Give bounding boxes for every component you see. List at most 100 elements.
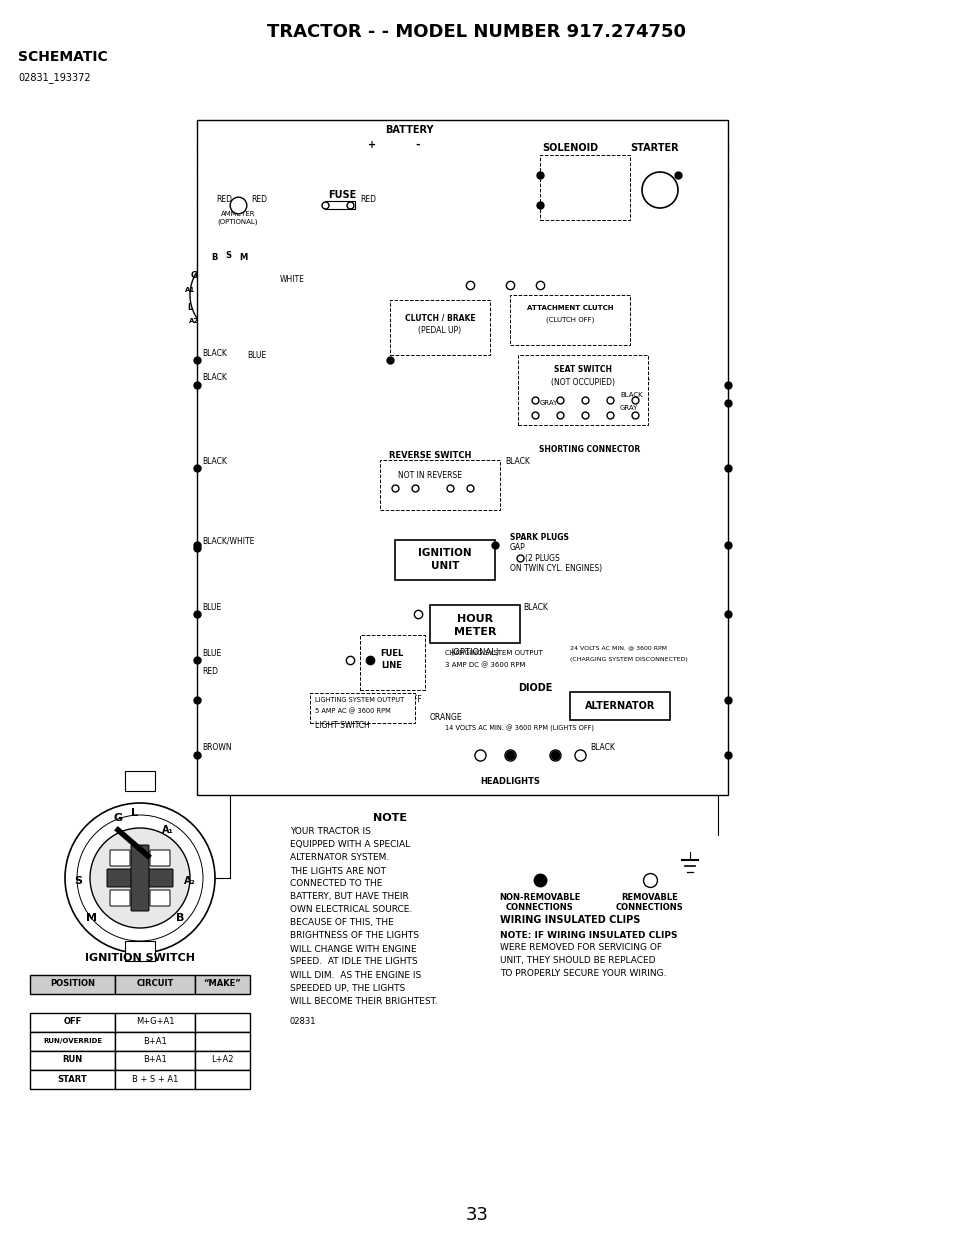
Text: SOLENOID: SOLENOID xyxy=(372,706,412,715)
Text: BLACK/WHITE: BLACK/WHITE xyxy=(202,536,254,546)
Text: B+A1: B+A1 xyxy=(143,1036,167,1046)
Text: RUN/OVERRIDE: RUN/OVERRIDE xyxy=(43,1037,102,1044)
Text: SPARK PLUGS: SPARK PLUGS xyxy=(510,532,568,541)
Text: (NOT OCCUPIED): (NOT OCCUPIED) xyxy=(551,378,615,387)
Text: GRAY: GRAY xyxy=(619,405,638,411)
Text: (2 PLUGS: (2 PLUGS xyxy=(524,553,559,562)
Text: LINE: LINE xyxy=(381,661,402,669)
Bar xyxy=(430,605,519,643)
Bar xyxy=(359,635,424,690)
Text: GAP: GAP xyxy=(510,543,525,552)
FancyBboxPatch shape xyxy=(150,890,170,906)
Circle shape xyxy=(77,815,203,941)
Text: A₁: A₁ xyxy=(162,825,173,835)
FancyBboxPatch shape xyxy=(131,845,149,911)
Text: BLUE: BLUE xyxy=(247,351,266,359)
Bar xyxy=(30,974,115,994)
Text: STARTER: STARTER xyxy=(630,143,679,153)
Text: B: B xyxy=(175,913,184,923)
Bar xyxy=(30,1051,115,1070)
Text: BLUE: BLUE xyxy=(202,648,221,657)
Bar xyxy=(115,1032,194,1051)
Text: RED: RED xyxy=(251,195,267,205)
Text: L+A2: L+A2 xyxy=(211,1056,233,1065)
Text: CHARGING SYSTEM OUTPUT: CHARGING SYSTEM OUTPUT xyxy=(444,650,542,656)
Text: GRAY: GRAY xyxy=(539,400,558,406)
Text: “MAKE”: “MAKE” xyxy=(203,979,241,988)
Text: BLACK: BLACK xyxy=(619,391,642,398)
Text: CIRCUIT: CIRCUIT xyxy=(136,979,173,988)
Text: RED: RED xyxy=(202,667,218,676)
Text: S: S xyxy=(225,251,231,259)
Text: RED: RED xyxy=(359,195,375,205)
Text: ALTERNATOR: ALTERNATOR xyxy=(584,701,655,711)
Text: BATTERY, BUT HAVE THEIR: BATTERY, BUT HAVE THEIR xyxy=(290,893,408,902)
Text: FUSE: FUSE xyxy=(328,190,355,200)
Text: S: S xyxy=(74,876,82,885)
Text: B: B xyxy=(211,252,217,262)
Bar xyxy=(115,1051,194,1070)
Text: CONNECTED TO THE: CONNECTED TO THE xyxy=(290,879,382,888)
Circle shape xyxy=(190,253,274,337)
Text: G: G xyxy=(113,813,122,823)
Circle shape xyxy=(198,261,266,329)
Text: RUN: RUN xyxy=(62,1056,83,1065)
Text: (PEDAL UP): (PEDAL UP) xyxy=(418,326,461,335)
Text: A₂: A₂ xyxy=(184,876,195,885)
Text: BROWN: BROWN xyxy=(202,743,232,752)
Bar xyxy=(569,692,669,720)
Text: BLACK: BLACK xyxy=(522,603,547,611)
Circle shape xyxy=(65,803,214,953)
Text: HEADLIGHTS: HEADLIGHTS xyxy=(479,778,539,787)
Text: BATTERY: BATTERY xyxy=(385,125,433,135)
Bar xyxy=(194,1051,250,1070)
Bar xyxy=(510,295,629,345)
Text: B+A1: B+A1 xyxy=(143,1056,167,1065)
Circle shape xyxy=(641,172,678,207)
Text: NON-REMOVABLE: NON-REMOVABLE xyxy=(498,893,580,902)
Text: SPEED.  AT IDLE THE LIGHTS: SPEED. AT IDLE THE LIGHTS xyxy=(290,957,417,967)
Text: 5 AMP AC @ 3600 RPM: 5 AMP AC @ 3600 RPM xyxy=(314,708,391,714)
Text: M: M xyxy=(87,913,97,923)
Text: WIRING INSULATED CLIPS: WIRING INSULATED CLIPS xyxy=(499,915,639,925)
Text: ORANGE: ORANGE xyxy=(430,713,462,721)
Text: REMOVABLE: REMOVABLE xyxy=(621,893,678,902)
Bar xyxy=(30,1013,115,1032)
Bar xyxy=(125,941,154,961)
Text: WILL CHANGE WITH ENGINE: WILL CHANGE WITH ENGINE xyxy=(290,945,416,953)
Text: 24 VOLTS AC MIN. @ 3600 RPM: 24 VOLTS AC MIN. @ 3600 RPM xyxy=(569,646,666,651)
Bar xyxy=(517,354,647,425)
Text: M: M xyxy=(238,252,247,262)
Text: START: START xyxy=(57,1074,88,1083)
Text: REVERSE SWITCH: REVERSE SWITCH xyxy=(389,451,471,459)
Text: BLACK: BLACK xyxy=(202,373,227,383)
Text: UNIT: UNIT xyxy=(431,561,458,571)
Text: ALTERNATOR SYSTEM.: ALTERNATOR SYSTEM. xyxy=(290,853,389,862)
Text: (OPTIONAL): (OPTIONAL) xyxy=(450,647,499,657)
Text: SCHEMATIC: SCHEMATIC xyxy=(18,49,108,64)
Bar xyxy=(539,156,629,220)
Text: 02831: 02831 xyxy=(290,1018,316,1026)
Circle shape xyxy=(90,827,190,927)
Bar xyxy=(115,1070,194,1089)
Text: M: M xyxy=(653,184,665,196)
Text: SOLENOID: SOLENOID xyxy=(541,143,598,153)
Text: NOT IN REVERSE: NOT IN REVERSE xyxy=(397,471,461,479)
Text: FUEL: FUEL xyxy=(380,648,403,657)
Text: 14 VOLTS AC MIN. @ 3600 RPM (LIGHTS OFF): 14 VOLTS AC MIN. @ 3600 RPM (LIGHTS OFF) xyxy=(444,725,594,731)
Text: NOTE: NOTE xyxy=(373,813,407,823)
Text: IGNITION SWITCH: IGNITION SWITCH xyxy=(85,953,194,963)
Text: A: A xyxy=(234,200,241,210)
FancyBboxPatch shape xyxy=(110,890,130,906)
Text: ON TWIN CYL. ENGINES): ON TWIN CYL. ENGINES) xyxy=(510,563,601,573)
Text: AMMETER
(OPTIONAL): AMMETER (OPTIONAL) xyxy=(217,211,258,225)
Text: BLACK: BLACK xyxy=(504,457,529,466)
Bar xyxy=(194,1070,250,1089)
Text: CONNECTIONS: CONNECTIONS xyxy=(506,904,574,913)
Text: B + S + A1: B + S + A1 xyxy=(132,1074,178,1083)
Text: TRACTOR - - MODEL NUMBER 917.274750: TRACTOR - - MODEL NUMBER 917.274750 xyxy=(267,23,686,41)
Text: LIGHTING SYSTEM OUTPUT: LIGHTING SYSTEM OUTPUT xyxy=(314,697,404,703)
Text: +: + xyxy=(368,140,375,149)
Bar xyxy=(30,1032,115,1051)
Text: L: L xyxy=(188,303,193,311)
